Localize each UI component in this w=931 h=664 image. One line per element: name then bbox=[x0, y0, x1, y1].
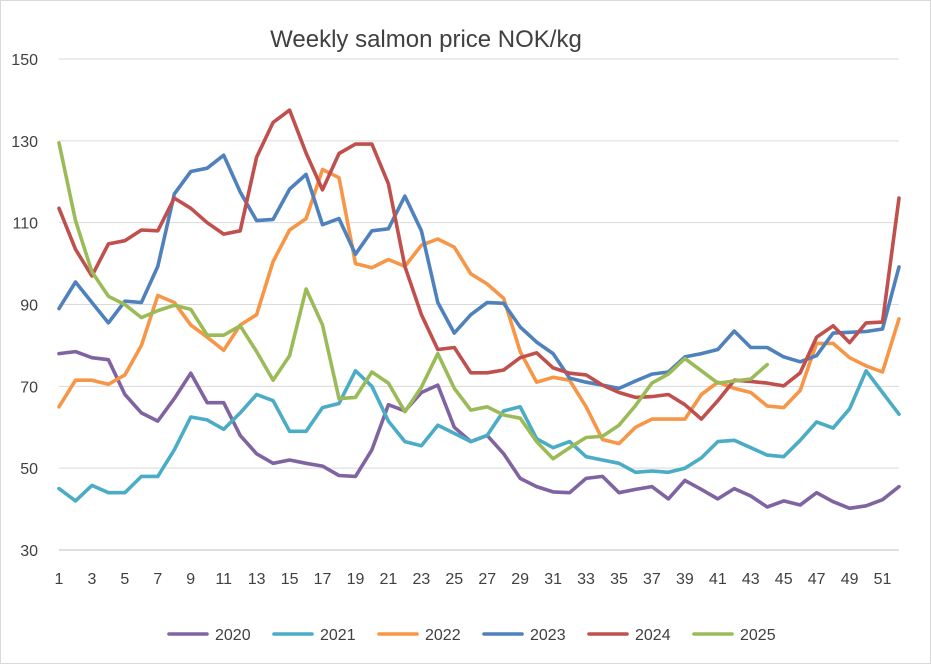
y-tick-label: 90 bbox=[20, 298, 38, 315]
legend-label-2023: 2023 bbox=[530, 627, 566, 644]
y-tick-label: 150 bbox=[11, 52, 38, 69]
x-tick-label: 31 bbox=[544, 571, 562, 588]
x-tick-label: 45 bbox=[775, 571, 793, 588]
series-line-2025 bbox=[57, 141, 770, 461]
chart-title: Weekly salmon price NOK/kg bbox=[270, 26, 582, 53]
legend-label-2025: 2025 bbox=[740, 627, 776, 644]
x-tick-label: 9 bbox=[186, 571, 195, 588]
gridlines bbox=[59, 58, 899, 551]
y-tick-label: 70 bbox=[20, 379, 38, 396]
x-tick-label: 37 bbox=[643, 571, 661, 588]
x-tick-label: 29 bbox=[511, 571, 529, 588]
x-tick-label: 17 bbox=[314, 571, 332, 588]
x-tick-label: 27 bbox=[478, 571, 496, 588]
x-tick-label: 33 bbox=[577, 571, 595, 588]
series-lines bbox=[57, 108, 901, 511]
x-tick-label: 41 bbox=[709, 571, 727, 588]
legend-label-2020: 2020 bbox=[215, 627, 251, 644]
x-tick-label: 39 bbox=[676, 571, 694, 588]
series-line-2023 bbox=[57, 153, 901, 391]
x-tick-label: 13 bbox=[248, 571, 266, 588]
y-tick-label: 30 bbox=[20, 543, 38, 560]
x-tick-label: 1 bbox=[55, 571, 64, 588]
x-tick-label: 51 bbox=[874, 571, 892, 588]
x-tick-label: 21 bbox=[380, 571, 398, 588]
x-tick-label: 19 bbox=[347, 571, 365, 588]
x-tick-label: 49 bbox=[841, 571, 859, 588]
series-line-2021 bbox=[57, 368, 901, 503]
x-tick-label: 3 bbox=[87, 571, 96, 588]
x-tick-label: 5 bbox=[120, 571, 129, 588]
x-tick-label: 43 bbox=[742, 571, 760, 588]
x-tick-label: 25 bbox=[445, 571, 463, 588]
x-tick-label: 15 bbox=[281, 571, 299, 588]
legend-label-2024: 2024 bbox=[635, 627, 671, 644]
x-tick-label: 47 bbox=[808, 571, 826, 588]
x-tick-label: 11 bbox=[215, 571, 232, 588]
y-tick-label: 110 bbox=[12, 216, 38, 233]
y-tick-label: 50 bbox=[20, 461, 38, 478]
series-line-2022 bbox=[57, 167, 901, 446]
series-line-2024 bbox=[57, 108, 901, 421]
legend-label-2022: 2022 bbox=[425, 627, 461, 644]
y-tick-label: 130 bbox=[11, 134, 38, 151]
x-tick-label: 23 bbox=[412, 571, 430, 588]
x-axis-tick-labels: 1 3 5 7 9 11 13 15 17 19 21 23 25 27 29 31 33 35 37 39 41 43 4… bbox=[55, 571, 892, 588]
legend-label-2021: 2021 bbox=[320, 627, 356, 644]
x-tick-label: 35 bbox=[610, 571, 628, 588]
y-axis-tick-labels: 30 50 70 90 110 130 150 bbox=[11, 52, 38, 560]
x-tick-label: 7 bbox=[153, 571, 162, 588]
legend: 2020 2021 2022 2023 2024 2025 bbox=[167, 627, 776, 644]
